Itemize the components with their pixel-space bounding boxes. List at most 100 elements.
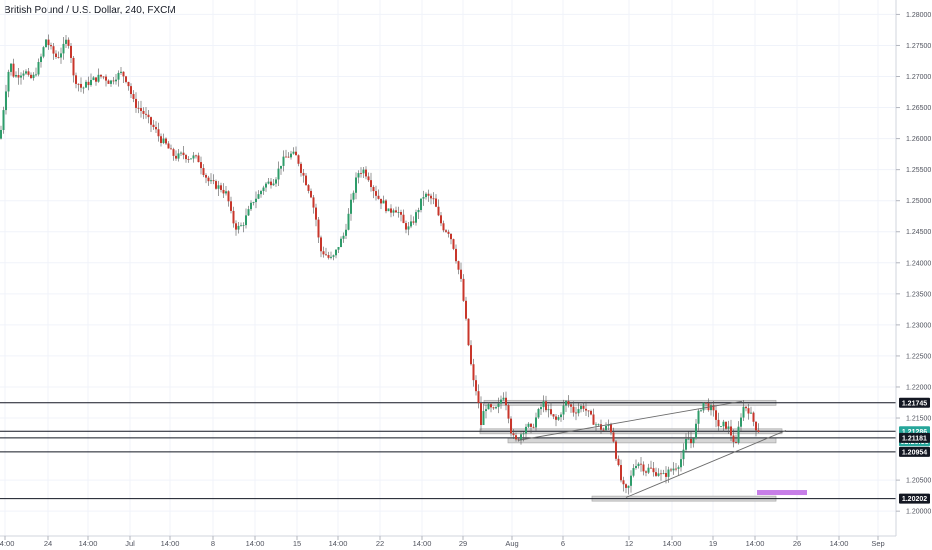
candle-body (490, 404, 492, 408)
candle-body (125, 76, 127, 82)
x-tick-label: 14:00 (663, 539, 682, 548)
trendline (625, 430, 787, 498)
candle-body (252, 202, 255, 203)
candle-body (737, 426, 740, 443)
candle-body (277, 168, 280, 180)
x-tick-label: 8 (211, 539, 215, 548)
x-tick-label: 6 (561, 539, 565, 548)
time-axis[interactable]: 14:00 24 14:00 Jul 14:00 8 14:00 15 14:00 22 14:00… (0, 536, 885, 548)
candle-body (135, 98, 137, 108)
candle-body (590, 410, 592, 415)
candle-body (417, 210, 420, 213)
y-tick-label: 1.21500 (906, 416, 931, 423)
price-axis[interactable]: 1.28000 1.27500 1.27000 1.26500 1.26000 1.255… (896, 12, 931, 516)
candle-body (667, 469, 670, 477)
candle-body (555, 416, 557, 420)
candle-body (167, 143, 170, 149)
candle-body (572, 406, 575, 413)
candle-body (640, 463, 642, 465)
candle-body (440, 215, 442, 224)
target-marker[interactable] (757, 490, 807, 496)
candle-body (122, 71, 125, 77)
candle-body (335, 249, 337, 256)
candle-body (190, 158, 192, 160)
candle-body (565, 401, 567, 406)
candle-body (47, 39, 50, 46)
candle-body (120, 71, 122, 73)
candle-body (670, 469, 672, 471)
x-tick-label: Jul (125, 539, 135, 548)
candle-body (300, 163, 302, 173)
y-tick-label: 1.24000 (906, 260, 931, 267)
candle-body (175, 155, 177, 159)
candle-body (307, 185, 310, 191)
horizontal-levels[interactable] (0, 402, 896, 500)
candle-body (257, 194, 260, 199)
candle-body (22, 73, 25, 76)
candle-body (425, 193, 427, 198)
candle-body (680, 459, 682, 468)
candle-body (85, 81, 87, 88)
candle-body (105, 76, 107, 81)
candle-body (510, 418, 512, 434)
candle-body (87, 81, 90, 86)
candle-body (230, 201, 232, 211)
candle-body (605, 425, 607, 431)
candle-body (205, 175, 207, 178)
candle-body (450, 233, 452, 240)
candle-body (180, 152, 182, 154)
candle-body (752, 412, 755, 422)
candle-body (615, 441, 617, 459)
candle-body (702, 402, 705, 411)
candle-body (227, 191, 230, 202)
candle-body (25, 71, 27, 74)
candle-body (540, 407, 542, 410)
candle-body (622, 480, 625, 485)
candle-body (745, 406, 747, 409)
candle-body (462, 278, 465, 301)
candle-body (342, 235, 345, 239)
candle-body (312, 197, 315, 208)
candle-body (650, 467, 652, 469)
candle-body (405, 223, 407, 230)
candle-body (692, 438, 695, 444)
candle-body (687, 438, 690, 440)
y-tick-label: 1.27000 (906, 74, 931, 81)
candle-body (485, 409, 487, 412)
candle-body (460, 269, 462, 279)
candle-body (727, 426, 730, 429)
level-label-bg (899, 446, 930, 457)
candle-body (297, 155, 300, 164)
candle-body (265, 183, 267, 188)
candle-body (592, 414, 595, 425)
candle-body (322, 251, 325, 255)
candle-body (15, 75, 17, 77)
candle-body (337, 247, 340, 250)
candle-body (100, 74, 102, 77)
candle-body (560, 414, 562, 418)
candle-body (472, 364, 475, 381)
y-tick-label: 1.25000 (906, 198, 931, 205)
candle-body (72, 57, 75, 76)
candle-body (267, 181, 270, 184)
candle-body (637, 463, 640, 467)
x-tick-label: 14:00 (79, 539, 98, 548)
candle-body (482, 411, 485, 426)
candle-body (672, 468, 675, 471)
candle-body (477, 391, 480, 403)
candle-body (187, 159, 190, 160)
x-tick-label: 14:00 (746, 539, 765, 548)
candle-body (422, 197, 425, 199)
candle-body (545, 401, 547, 411)
candle-body (662, 473, 665, 474)
candle-body (642, 464, 645, 472)
x-tick-label: 14:00 (413, 539, 432, 548)
grid-lines (0, 0, 896, 536)
x-tick-label: 14:00 (0, 539, 14, 548)
candle-body (247, 209, 250, 216)
candle-body (457, 261, 460, 270)
trendlines[interactable] (517, 400, 787, 498)
candle-body (607, 424, 610, 426)
candle-body (522, 433, 525, 435)
